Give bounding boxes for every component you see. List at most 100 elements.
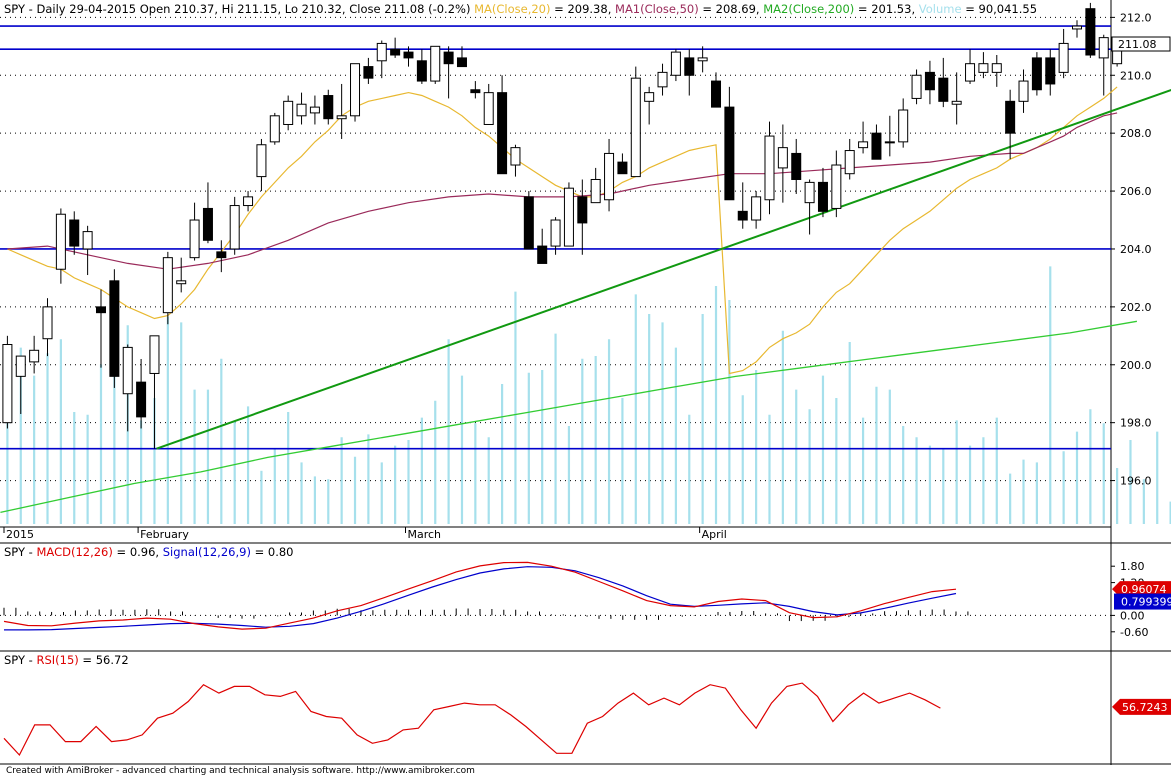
rsi-panel: 56.7243 bbox=[3, 682, 1171, 757]
candle-body bbox=[2, 344, 13, 424]
candle-body bbox=[604, 152, 615, 201]
price-tick-label: 208.0 bbox=[1120, 127, 1152, 140]
candle-body bbox=[309, 106, 320, 114]
header-legend: SPY - Daily 29-04-2015 Open 210.37, Hi 2… bbox=[4, 2, 1037, 16]
candle-body bbox=[162, 257, 173, 314]
macd-tick-label: -0.60 bbox=[1120, 626, 1148, 639]
signal-badge-label: 0.799399 bbox=[1121, 596, 1171, 609]
candle-body bbox=[697, 57, 708, 62]
candle-body bbox=[924, 71, 935, 91]
candle-body bbox=[965, 63, 976, 82]
candle-body bbox=[858, 141, 869, 149]
price-axis: 212.0 210.0 208.0 206.0 204.0 202.0 200.0 198.0… bbox=[1111, 11, 1171, 488]
candle-body bbox=[724, 106, 735, 201]
candle-body bbox=[590, 178, 601, 204]
candle-body bbox=[82, 231, 93, 250]
candle-body bbox=[804, 181, 815, 204]
candle-body bbox=[670, 51, 681, 76]
candle-body bbox=[777, 147, 788, 169]
candle-body bbox=[617, 161, 628, 175]
candle-body bbox=[42, 306, 53, 340]
candle-body bbox=[844, 150, 855, 175]
candle-body bbox=[283, 100, 294, 125]
candle-body bbox=[550, 219, 561, 247]
candlesticks bbox=[2, 2, 1123, 449]
macd-legend: SPY - MACD(12,26) = 0.96, Signal(12,26,9… bbox=[4, 545, 294, 559]
candle-body bbox=[577, 196, 588, 224]
candle-body bbox=[563, 187, 574, 247]
candle-body bbox=[831, 164, 842, 209]
candle-body bbox=[136, 381, 147, 418]
price-tick-label: 200.0 bbox=[1120, 359, 1152, 372]
candle-body bbox=[951, 100, 962, 105]
macd-value: 0.96 bbox=[130, 545, 156, 559]
ma20-label: MA(Close,20) bbox=[474, 2, 550, 16]
ma50-line bbox=[7, 112, 1118, 270]
candle-body bbox=[243, 196, 254, 207]
candle-body bbox=[684, 57, 695, 76]
macd-line bbox=[3, 561, 957, 630]
header-change: (-0.2%) bbox=[428, 2, 470, 16]
ma20-value: 209.38 bbox=[567, 2, 607, 16]
candle-body bbox=[149, 335, 160, 374]
macd-tick-label: 1.80 bbox=[1120, 560, 1145, 573]
time-tick-label: 2015 bbox=[6, 528, 34, 541]
candle-body bbox=[256, 144, 267, 178]
candle-body bbox=[456, 57, 467, 68]
candle-body bbox=[657, 71, 668, 88]
candle-body bbox=[1098, 37, 1109, 59]
candle-body bbox=[1005, 100, 1016, 134]
signal-value-badge bbox=[1114, 593, 1171, 610]
candle-body bbox=[751, 196, 762, 221]
price-tick-label: 202.0 bbox=[1120, 301, 1152, 314]
price-tick-label: 210.0 bbox=[1120, 69, 1152, 82]
ma200-value: 201.53 bbox=[871, 2, 911, 16]
candle-body bbox=[523, 196, 534, 250]
signal-line bbox=[4, 566, 957, 631]
header-open: 210.37 bbox=[174, 2, 214, 16]
candle-body bbox=[483, 92, 494, 125]
macd-symbol: SPY bbox=[4, 545, 26, 559]
candle-body bbox=[510, 147, 521, 166]
rsi-value-badge bbox=[1112, 698, 1171, 715]
candle-body bbox=[55, 213, 66, 270]
last-price-badge bbox=[1111, 36, 1171, 52]
candle-body bbox=[336, 115, 347, 120]
header-close: 211.08 bbox=[384, 2, 424, 16]
price-tick-label: 204.0 bbox=[1120, 243, 1152, 256]
candle-body bbox=[991, 63, 1002, 73]
candle-body bbox=[122, 346, 133, 395]
price-tick-label: 196.0 bbox=[1120, 475, 1152, 488]
rising-trendline bbox=[156, 88, 1171, 450]
candle-body bbox=[363, 66, 374, 79]
candle-body bbox=[1058, 42, 1069, 73]
ma200-line bbox=[0, 320, 1138, 514]
candle-body bbox=[202, 207, 213, 241]
candle-body bbox=[871, 132, 882, 160]
candle-body bbox=[216, 251, 227, 259]
rsi-legend: SPY - RSI(15) = 56.72 bbox=[4, 653, 129, 667]
candle-body bbox=[109, 280, 120, 377]
footer-credit: Created with AmiBroker - advanced charti… bbox=[6, 766, 475, 776]
rsi-badge-label: 56.7243 bbox=[1122, 701, 1168, 714]
rsi-line bbox=[3, 682, 941, 757]
trendline bbox=[156, 88, 1171, 450]
header-hi: 211.15 bbox=[237, 2, 277, 16]
candle-body bbox=[229, 205, 240, 250]
candle-body bbox=[296, 103, 307, 117]
header-symbol: SPY bbox=[4, 2, 26, 16]
header-date: 29-04-2015 bbox=[69, 2, 136, 16]
volume-value: 90,041.55 bbox=[979, 2, 1038, 16]
candle-body bbox=[711, 80, 722, 108]
volume-label: Volume bbox=[919, 2, 962, 16]
candle-body bbox=[911, 74, 922, 99]
ma50-label: MA1(Close,50) bbox=[615, 2, 699, 16]
candle-body bbox=[29, 349, 40, 363]
candle-body bbox=[1045, 57, 1056, 85]
candle-body bbox=[390, 48, 401, 56]
rsi-value: 56.72 bbox=[96, 653, 129, 667]
candle-body bbox=[884, 141, 895, 144]
moving-averages bbox=[0, 86, 1138, 514]
candle-body bbox=[430, 45, 441, 82]
